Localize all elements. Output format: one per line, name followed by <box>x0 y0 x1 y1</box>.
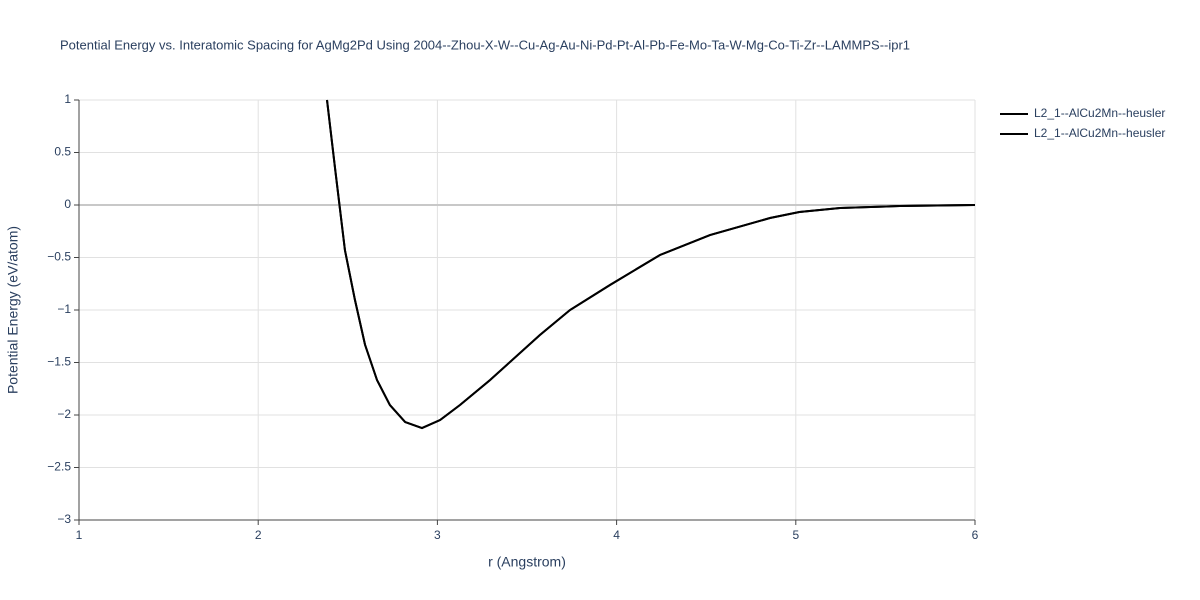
y-tick-label: −1 <box>57 302 71 316</box>
x-tick-label: 2 <box>255 528 262 542</box>
y-tick-label: −2.5 <box>47 460 71 474</box>
x-tick-label: 4 <box>613 528 620 542</box>
y-tick-label: 0 <box>64 197 71 211</box>
x-tick-label: 1 <box>76 528 83 542</box>
x-tick-label: 5 <box>792 528 799 542</box>
legend-label: L2_1--AlCu2Mn--heusler <box>1034 126 1165 140</box>
chart-title: Potential Energy vs. Interatomic Spacing… <box>60 37 910 52</box>
legend-label: L2_1--AlCu2Mn--heusler <box>1034 106 1165 120</box>
y-tick-label: −2 <box>57 407 71 421</box>
x-axis-title: r (Angstrom) <box>488 554 566 570</box>
x-tick-label: 6 <box>972 528 979 542</box>
y-tick-label: −3 <box>57 512 71 526</box>
y-tick-label: −1.5 <box>47 355 71 369</box>
y-axis-title: Potential Energy (eV/atom) <box>5 226 21 394</box>
y-tick-label: 1 <box>64 92 71 106</box>
y-tick-label: 0.5 <box>54 145 71 159</box>
x-tick-label: 3 <box>434 528 441 542</box>
data-line <box>326 99 976 430</box>
y-tick-label: −0.5 <box>47 250 71 264</box>
